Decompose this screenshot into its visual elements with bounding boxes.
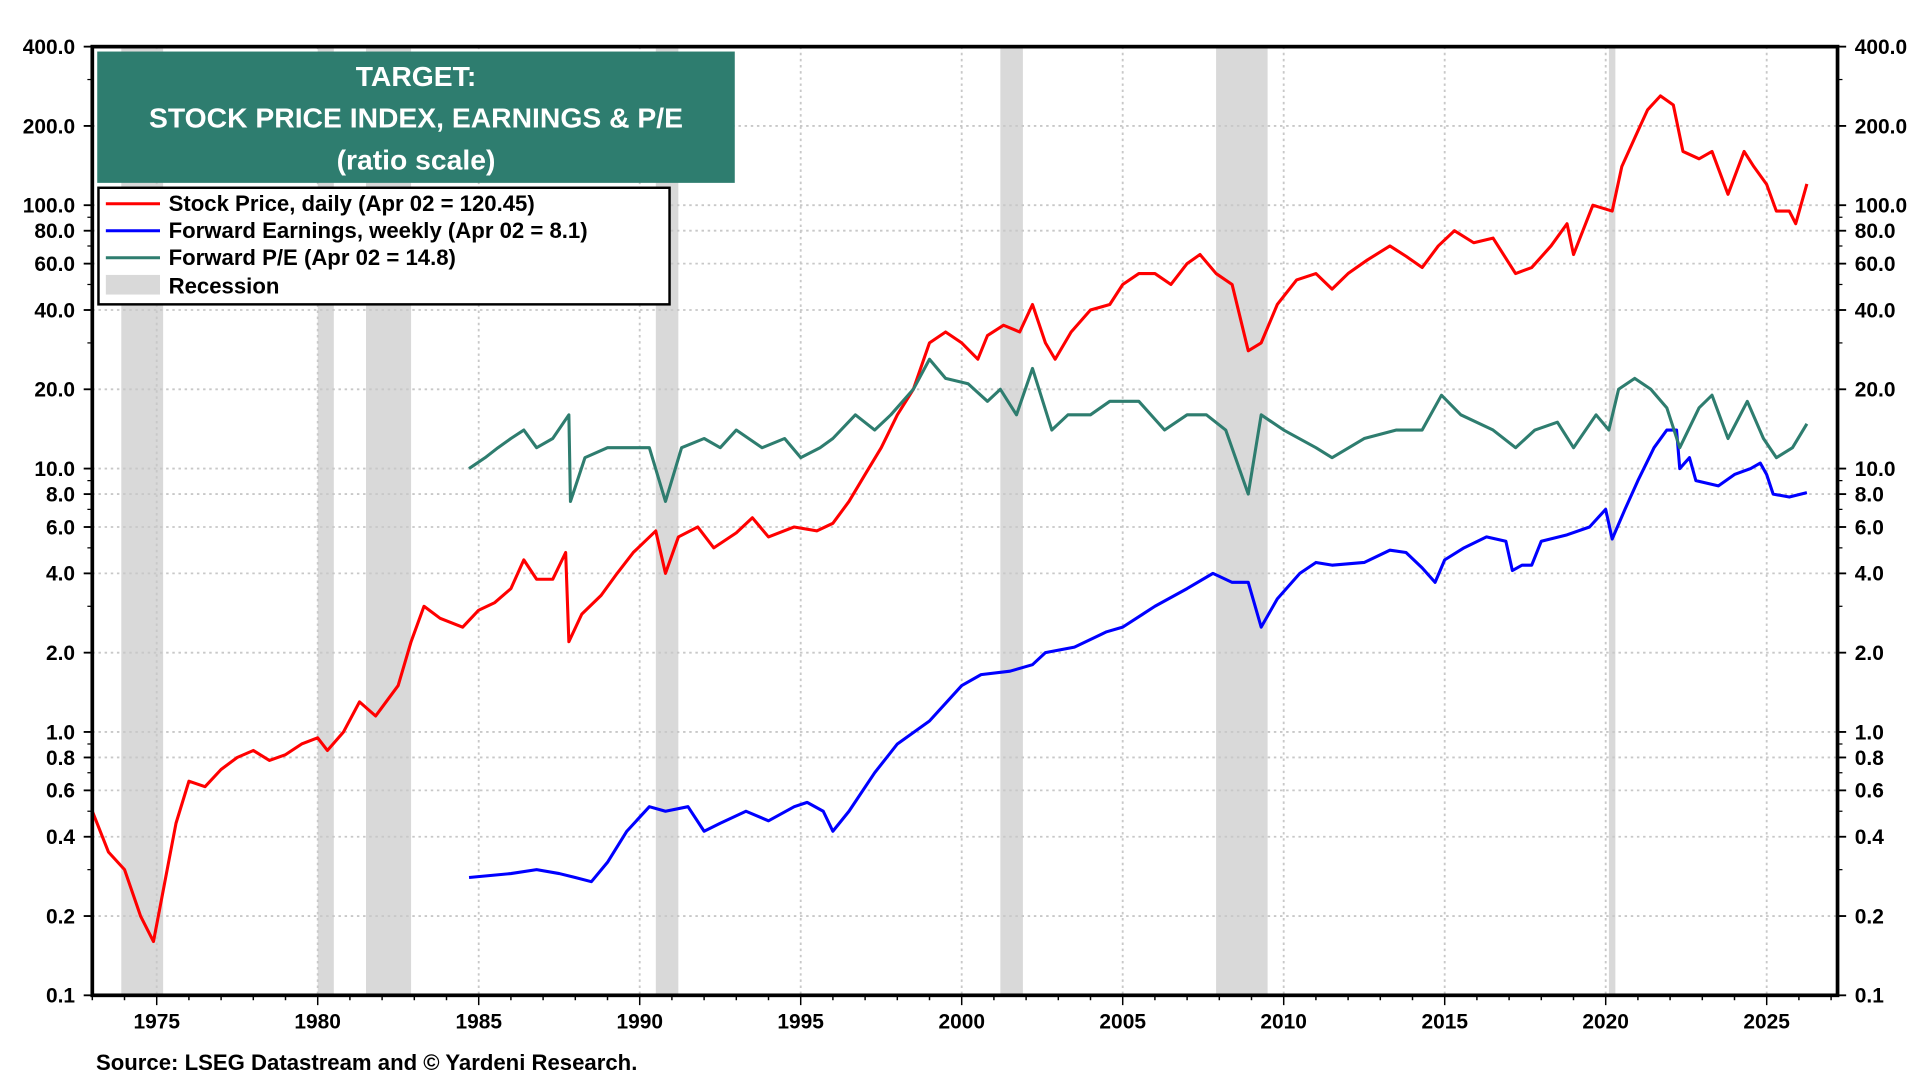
- x-tick-label: 1995: [777, 1010, 824, 1033]
- y-tick-label-left: 20.0: [34, 379, 75, 402]
- y-tick-label-left: 0.1: [46, 985, 75, 1008]
- recession-band: [1608, 46, 1616, 996]
- y-tick-label-left: 10.0: [34, 458, 75, 481]
- y-tick-label-right: 20.0: [1855, 379, 1896, 402]
- y-tick-label-right: 0.2: [1855, 905, 1884, 928]
- y-tick-label-left: 0.2: [46, 905, 75, 928]
- y-tick-label-left: 60.0: [34, 253, 75, 276]
- y-tick-label-left: 0.4: [46, 826, 75, 849]
- x-tick-label: 1980: [294, 1010, 341, 1033]
- legend-label-forward-pe: Forward P/E (Apr 02 = 14.8): [169, 245, 456, 270]
- y-tick-label-left: 6.0: [46, 516, 75, 539]
- series-line-stock-price-daily: [90, 94, 1809, 944]
- y-tick-label-right: 80.0: [1855, 220, 1896, 243]
- x-tick-label: 2005: [1099, 1010, 1146, 1033]
- y-tick-label-right: 40.0: [1855, 299, 1896, 322]
- legend-swatch-recession: [105, 274, 160, 295]
- y-tick-label-right: 2.0: [1855, 642, 1884, 665]
- legend: Stock Price, daily (Apr 02 = 120.45) For…: [97, 186, 671, 306]
- series-line-forward-p-e: [468, 357, 1809, 503]
- y-tick-label-left: 400.0: [23, 36, 75, 59]
- legend-label-forward-earnings: Forward Earnings, weekly (Apr 02 = 8.1): [169, 218, 588, 243]
- y-tick-label-right: 8.0: [1855, 483, 1884, 506]
- recession-band: [1216, 46, 1268, 996]
- x-tick-label: 2025: [1743, 1010, 1790, 1033]
- y-tick-label-right: 0.6: [1855, 780, 1884, 803]
- x-tick-label: 1985: [455, 1010, 502, 1033]
- series-line-forward-earnings-weekly: [468, 428, 1808, 884]
- y-tick-label-right: 100.0: [1855, 195, 1907, 218]
- y-tick-label-right: 0.1: [1855, 985, 1884, 1008]
- y-tick-label-right: 400.0: [1855, 36, 1907, 59]
- y-tick-label-left: 1.0: [46, 721, 75, 744]
- y-tick-label-left: 40.0: [34, 299, 75, 322]
- y-tick-label-left: 0.6: [46, 780, 75, 803]
- series-lines: [90, 94, 1809, 944]
- plot-frame: [90, 44, 1840, 998]
- x-tick-label: 1990: [616, 1010, 663, 1033]
- y-tick-label-right: 0.8: [1855, 747, 1884, 770]
- x-tick-label: 1975: [133, 1010, 180, 1033]
- x-tick-label: 2015: [1421, 1010, 1468, 1033]
- x-tick-label: 2010: [1260, 1010, 1307, 1033]
- y-tick-label-left: 80.0: [34, 220, 75, 243]
- y-tick-label-left: 4.0: [46, 563, 75, 586]
- y-tick-label-right: 6.0: [1855, 516, 1884, 539]
- y-tick-label-left: 100.0: [23, 195, 75, 218]
- y-tick-label-right: 10.0: [1855, 458, 1896, 481]
- x-tick-label: 2000: [938, 1010, 985, 1033]
- y-tick-label-right: 4.0: [1855, 563, 1884, 586]
- x-tick-label: 2020: [1582, 1010, 1629, 1033]
- y-tick-label-left: 0.8: [46, 747, 75, 770]
- y-tick-label-right: 60.0: [1855, 253, 1896, 276]
- y-tick-label-right: 1.0: [1855, 721, 1884, 744]
- y-tick-label-left: 2.0: [46, 642, 75, 665]
- y-tick-label-right: 0.4: [1855, 826, 1884, 849]
- legend-label-recession: Recession: [169, 273, 280, 298]
- title-box: TARGET: STOCK PRICE INDEX, EARNINGS & P/…: [97, 51, 735, 183]
- title-line-3: (ratio scale): [337, 143, 496, 175]
- title-line-2: STOCK PRICE INDEX, EARNINGS & P/E: [149, 102, 683, 134]
- recession-band: [1000, 46, 1023, 996]
- title-line-1: TARGET:: [356, 60, 476, 92]
- y-tick-label-left: 8.0: [46, 483, 75, 506]
- legend-label-stock-price: Stock Price, daily (Apr 02 = 120.45): [169, 191, 535, 216]
- source-note: Source: LSEG Datastream and © Yardeni Re…: [96, 1050, 637, 1075]
- y-tick-label-left: 200.0: [23, 115, 75, 138]
- y-tick-label-right: 200.0: [1855, 115, 1907, 138]
